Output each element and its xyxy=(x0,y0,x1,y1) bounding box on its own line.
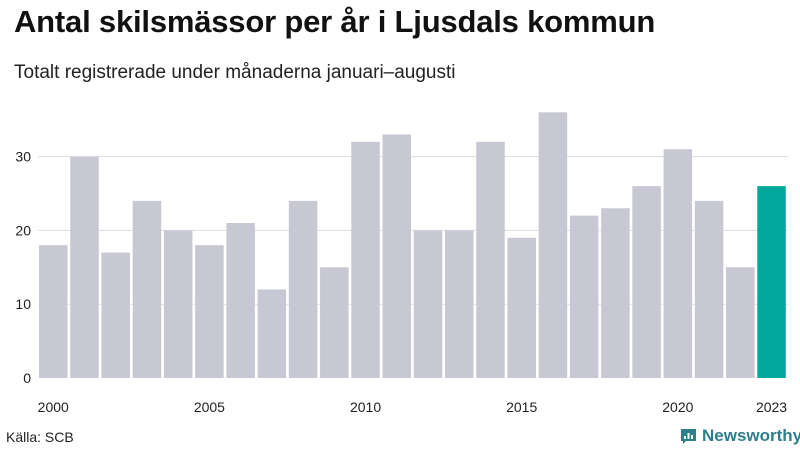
bar-2013 xyxy=(444,230,474,378)
bar-2009 xyxy=(320,267,349,378)
bar-2002 xyxy=(101,252,130,378)
x-tick-label: 2000 xyxy=(38,399,69,415)
y-tick-label: 0 xyxy=(23,370,31,386)
x-tick-label: 2010 xyxy=(350,399,381,415)
bar-2010 xyxy=(351,141,380,378)
bar-2018 xyxy=(601,208,630,378)
bar-2014 xyxy=(476,141,505,378)
x-tick-labels: 2000 2005 2010 2015 2020 2023 xyxy=(38,399,788,415)
source-note: Källa: SCB xyxy=(6,429,74,445)
bar-2007 xyxy=(257,289,287,378)
bar-2019 xyxy=(632,186,661,378)
y-tick-label: 20 xyxy=(15,222,31,238)
brand-name: Newsworthy xyxy=(702,426,800,445)
y-tick-label: 30 xyxy=(15,149,31,165)
y-tick-labels: 0 10 20 30 xyxy=(15,149,31,386)
x-tick-label: 2023 xyxy=(756,399,787,415)
bar-2001 xyxy=(70,156,99,378)
bar-2021 xyxy=(694,200,724,378)
bar-2004 xyxy=(163,230,193,378)
bar-2016 xyxy=(538,112,568,378)
gridlines xyxy=(38,156,788,305)
bar-2012 xyxy=(413,230,443,378)
bars xyxy=(39,112,786,378)
y-tick-label: 10 xyxy=(15,296,31,312)
bar-2006 xyxy=(226,223,255,378)
bar-2015 xyxy=(507,237,536,378)
chart-title: Antal skilsmässor per år i Ljusdals komm… xyxy=(14,4,656,39)
bar-2017 xyxy=(569,215,599,378)
bar-2003 xyxy=(132,200,162,378)
bar-2022 xyxy=(726,267,755,378)
bar-2000 xyxy=(39,245,68,378)
x-tick-label: 2020 xyxy=(662,399,693,415)
bar-2020 xyxy=(663,149,693,378)
brand-logo: Newsworthy xyxy=(680,426,800,446)
bar-2011 xyxy=(382,134,412,378)
x-tick-label: 2015 xyxy=(506,399,537,415)
bar-2023 xyxy=(757,186,786,378)
newsworthy-logo-icon xyxy=(681,428,696,444)
chart-subtitle: Totalt registrerade under månaderna janu… xyxy=(14,62,456,83)
bar-2005 xyxy=(195,245,224,378)
x-tick-label: 2005 xyxy=(194,399,225,415)
bar-2008 xyxy=(288,200,318,378)
